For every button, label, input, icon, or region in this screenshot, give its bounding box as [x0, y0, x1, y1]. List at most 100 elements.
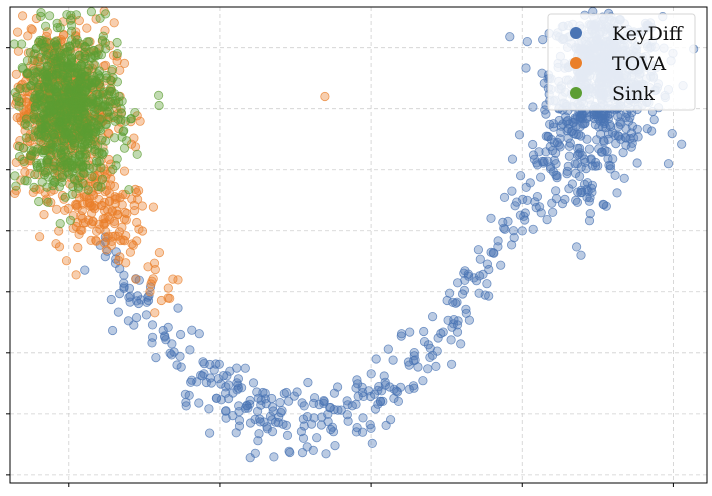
point-keydiff [275, 397, 285, 408]
point-keydiff [534, 147, 544, 157]
point-keydiff [452, 278, 463, 288]
point-tova [61, 256, 72, 266]
point-keydiff [292, 387, 302, 397]
point-sink [31, 72, 41, 82]
point-keydiff [119, 278, 129, 288]
point-keydiff [554, 115, 564, 126]
point-tova [125, 247, 135, 257]
point-keydiff [557, 199, 568, 209]
point-keydiff [240, 363, 250, 373]
point-sink [48, 175, 58, 185]
point-keydiff [197, 371, 207, 381]
point-keydiff [500, 224, 510, 234]
point-sink [66, 20, 77, 31]
point-keydiff [367, 438, 377, 448]
point-keydiff [248, 378, 259, 388]
point-keydiff [574, 149, 584, 159]
point-sink [51, 58, 61, 69]
point-sink [20, 119, 31, 129]
point-sink [19, 156, 29, 166]
point-keydiff [222, 371, 232, 381]
point-keydiff [446, 359, 457, 369]
point-keydiff [325, 403, 335, 413]
point-keydiff [486, 213, 496, 223]
point-keydiff [232, 385, 242, 395]
point-tova [131, 274, 141, 284]
point-keydiff [482, 279, 492, 289]
point-keydiff [321, 449, 331, 459]
point-sink [83, 143, 93, 153]
point-keydiff [303, 377, 313, 388]
point-sink [55, 219, 65, 229]
point-keydiff [167, 350, 177, 360]
legend-marker-tova [570, 57, 582, 69]
point-keydiff [599, 137, 609, 147]
point-keydiff [627, 138, 637, 148]
point-keydiff [256, 400, 266, 410]
point-tova [60, 205, 70, 215]
point-sink [29, 182, 39, 192]
point-keydiff [269, 452, 279, 462]
point-keydiff [576, 162, 586, 172]
point-sink [38, 124, 49, 134]
point-keydiff [427, 350, 438, 360]
point-keydiff [375, 396, 386, 407]
point-tova [76, 211, 86, 221]
point-keydiff [584, 216, 595, 226]
point-keydiff [262, 422, 272, 432]
point-keydiff [298, 433, 309, 443]
point-keydiff [545, 142, 555, 152]
point-keydiff [563, 161, 573, 171]
point-sink [81, 71, 91, 81]
point-tova [165, 293, 175, 303]
point-tova [119, 58, 130, 69]
point-keydiff [302, 411, 312, 422]
point-keydiff [515, 171, 526, 181]
point-sink [93, 181, 103, 191]
point-keydiff [281, 387, 291, 398]
point-keydiff [677, 139, 687, 149]
point-keydiff [133, 291, 143, 301]
point-tova [13, 27, 23, 37]
point-sink [65, 215, 76, 225]
point-sink [10, 88, 20, 98]
point-tova [121, 231, 131, 241]
point-keydiff [570, 113, 580, 123]
point-tova [11, 69, 21, 79]
point-keydiff [163, 322, 173, 332]
point-keydiff [567, 179, 578, 189]
point-tova [145, 287, 155, 297]
point-sink [65, 41, 75, 51]
point-sink [50, 168, 60, 178]
point-keydiff [498, 217, 508, 227]
point-keydiff [366, 423, 376, 433]
point-tova [51, 204, 62, 214]
point-keydiff [505, 32, 515, 42]
point-keydiff [371, 354, 381, 364]
point-sink [33, 144, 43, 154]
point-tova [150, 308, 160, 318]
point-sink [132, 149, 142, 159]
point-keydiff [405, 327, 415, 337]
point-keydiff [619, 173, 629, 183]
point-keydiff [219, 370, 229, 381]
point-tova [105, 180, 116, 190]
point-keydiff [309, 393, 320, 403]
point-sink [101, 136, 111, 146]
point-sink [40, 167, 51, 178]
point-keydiff [134, 275, 144, 285]
point-keydiff [567, 126, 578, 136]
point-keydiff [261, 398, 271, 409]
point-keydiff [517, 226, 527, 236]
point-keydiff [378, 396, 388, 406]
point-tova [84, 215, 94, 225]
point-keydiff [541, 109, 551, 119]
point-keydiff [151, 352, 161, 363]
point-sink [64, 169, 74, 179]
point-keydiff [408, 381, 419, 391]
point-keydiff [205, 359, 215, 370]
point-keydiff [612, 188, 622, 198]
point-keydiff [507, 154, 518, 164]
point-keydiff [447, 322, 457, 332]
point-tova [127, 239, 137, 249]
